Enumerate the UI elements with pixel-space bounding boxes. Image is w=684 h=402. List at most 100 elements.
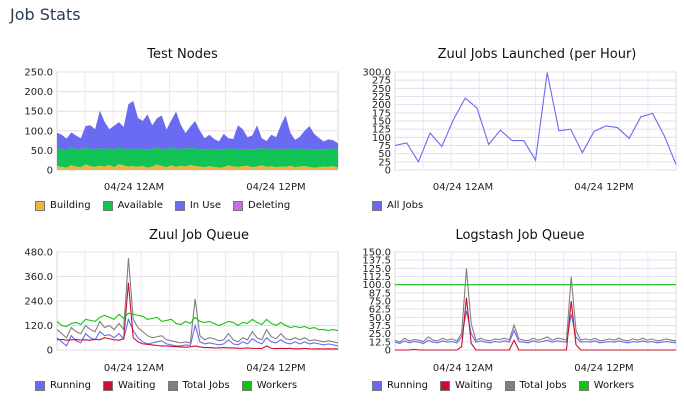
legend-zuul-jobs-launched: All Jobs xyxy=(372,200,435,211)
line-workers xyxy=(56,312,339,332)
line-all-jobs xyxy=(394,72,677,165)
y-tick-label: 300.0 xyxy=(362,68,391,79)
x-tick-label: 04/24 12AM xyxy=(433,182,493,193)
legend-item-waiting[interactable]: Waiting xyxy=(102,380,156,391)
y-tick-label: 0 xyxy=(47,346,53,357)
legend-item-running[interactable]: Running xyxy=(372,380,428,391)
legend-item-available[interactable]: Available xyxy=(102,200,163,211)
legend-swatch xyxy=(102,380,113,391)
y-tick-label: 50.0 xyxy=(369,313,391,324)
y-tick-label: 100.0 xyxy=(24,126,53,137)
y-tick-label: 75.0 xyxy=(369,297,391,308)
line-total-jobs xyxy=(56,258,339,344)
chart-title-zuul-job-queue: Zuul Job Queue xyxy=(148,228,249,243)
y-tick-label: 275 xyxy=(372,76,391,87)
line-running xyxy=(394,310,677,345)
y-tick-label: 200.0 xyxy=(24,87,53,98)
legend-test-nodes: Building Available In Use Deleting xyxy=(35,200,302,211)
x-tick-label: 04/24 12AM xyxy=(433,363,493,374)
y-tick-label: 175 xyxy=(372,108,391,119)
y-tick-label: 150 xyxy=(372,117,391,128)
line-waiting xyxy=(395,297,676,351)
legend-label: Running xyxy=(50,380,91,391)
y-tick-label: 112.5 xyxy=(362,272,391,283)
y-tick-label: 37.5 xyxy=(369,321,391,332)
y-tick-label: 150.0 xyxy=(362,248,391,259)
y-tick-label: 125 xyxy=(372,125,391,136)
y-tick-label: 25.0 xyxy=(369,329,391,340)
x-tick-label: 04/24 12AM xyxy=(104,363,164,374)
y-tick-label: 100 xyxy=(372,133,391,144)
legend-label: Available xyxy=(117,200,163,211)
legend-swatch xyxy=(372,380,382,391)
y-tick-label: 50.0 xyxy=(31,146,53,157)
legend-label: Total Jobs xyxy=(519,380,567,391)
legend-item-total-jobs[interactable]: Total Jobs xyxy=(167,380,230,391)
legend-label: Running xyxy=(387,380,428,391)
page-title: Job Stats xyxy=(10,5,81,24)
y-tick-label: 25 xyxy=(378,157,391,168)
y-tick-label: 360.0 xyxy=(24,272,53,283)
legend-label: Workers xyxy=(256,380,298,391)
line-total-jobs xyxy=(394,268,677,343)
legend-swatch xyxy=(35,200,45,211)
y-tick-label: 480.0 xyxy=(24,248,53,259)
area-building xyxy=(57,164,338,170)
legend-item-running[interactable]: Running xyxy=(35,380,91,391)
legend-item-all-jobs[interactable]: All Jobs xyxy=(372,200,423,211)
legend-label: In Use xyxy=(189,200,221,211)
legend-label: Workers xyxy=(593,380,635,391)
legend-label: Waiting xyxy=(117,380,156,391)
legend-label: Building xyxy=(50,200,91,211)
legend-item-workers[interactable]: Workers xyxy=(578,380,635,391)
legend-item-in-use[interactable]: In Use xyxy=(174,200,221,211)
line-running xyxy=(56,317,339,347)
legend-label: All Jobs xyxy=(387,200,424,211)
legend-swatch xyxy=(504,380,515,391)
y-tick-label: 137.5 xyxy=(362,256,391,267)
legend-logstash-job-queue: Running Waiting Total Jobs Workers xyxy=(372,380,646,391)
legend-item-waiting[interactable]: Waiting xyxy=(439,380,493,391)
y-tick-label: 12.5 xyxy=(369,337,391,348)
y-tick-label: 225 xyxy=(372,92,391,103)
legend-swatch xyxy=(174,200,185,211)
y-tick-label: 62.5 xyxy=(369,305,391,316)
legend-item-deleting[interactable]: Deleting xyxy=(233,200,290,211)
y-tick-label: 100.0 xyxy=(362,280,391,291)
y-tick-label: 120.0 xyxy=(24,321,53,332)
y-tick-label: 0 xyxy=(47,166,53,177)
x-tick-label: 04/24 12PM xyxy=(246,363,305,374)
y-tick-label: 0 xyxy=(385,166,391,177)
y-tick-label: 250 xyxy=(372,84,391,95)
legend-swatch xyxy=(233,200,243,211)
legend-zuul-job-queue: Running Waiting Total Jobs Workers xyxy=(35,380,309,391)
legend-swatch xyxy=(439,380,450,391)
chart-title-test-nodes: Test Nodes xyxy=(147,47,218,62)
legend-item-workers[interactable]: Workers xyxy=(241,380,298,391)
x-tick-label: 04/24 12PM xyxy=(246,182,305,193)
chart-title-zuul-jobs-launched: Zuul Jobs Launched (per Hour) xyxy=(437,47,637,62)
y-tick-label: 200 xyxy=(372,100,391,111)
legend-label: Deleting xyxy=(248,200,291,211)
x-tick-label: 04/24 12PM xyxy=(574,363,633,374)
legend-swatch xyxy=(167,380,178,391)
legend-label: Total Jobs xyxy=(182,380,230,391)
y-tick-label: 50 xyxy=(378,149,391,160)
legend-item-total-jobs[interactable]: Total Jobs xyxy=(504,380,567,391)
legend-swatch xyxy=(241,380,252,391)
chart-title-logstash-job-queue: Logstash Job Queue xyxy=(455,228,585,243)
y-tick-label: 150.0 xyxy=(24,107,53,118)
legend-item-building[interactable]: Building xyxy=(35,200,91,211)
y-tick-label: 250.0 xyxy=(24,68,53,79)
legend-swatch xyxy=(578,380,589,391)
x-tick-label: 04/24 12PM xyxy=(574,182,633,193)
y-tick-label: 125.0 xyxy=(362,264,391,275)
y-tick-label: 240.0 xyxy=(24,297,53,308)
line-waiting xyxy=(56,282,338,350)
area-available xyxy=(57,147,338,168)
y-tick-label: 87.5 xyxy=(369,288,391,299)
legend-swatch xyxy=(372,200,382,211)
area-in-use xyxy=(57,101,338,151)
x-tick-label: 04/24 12AM xyxy=(104,182,164,193)
